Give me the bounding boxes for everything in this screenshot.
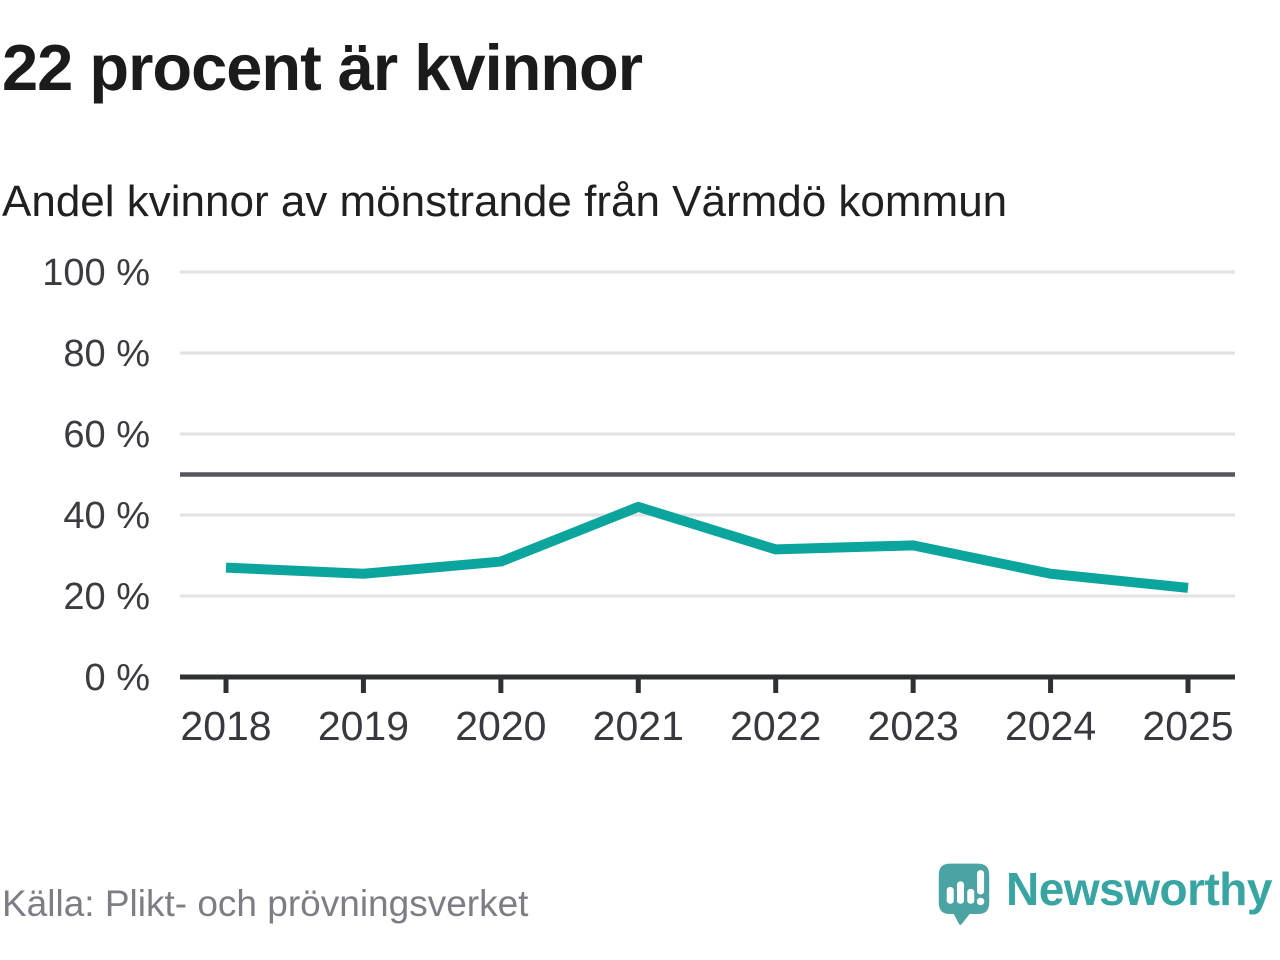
svg-text:2021: 2021 xyxy=(593,703,684,749)
svg-text:2024: 2024 xyxy=(1005,703,1096,749)
svg-text:40 %: 40 % xyxy=(63,495,150,537)
svg-text:2025: 2025 xyxy=(1142,703,1233,749)
svg-text:100 %: 100 % xyxy=(42,252,150,294)
gridlines xyxy=(180,270,1235,598)
logo-bar-3 xyxy=(967,888,975,904)
y-axis-labels: 0 % 20 % 40 % 60 % 80 % 100 % xyxy=(42,252,150,699)
svg-text:0 %: 0 % xyxy=(85,657,150,699)
svg-text:2023: 2023 xyxy=(868,703,959,749)
data-line-andel-kvinnor xyxy=(225,501,1189,593)
svg-text:2022: 2022 xyxy=(730,703,821,749)
svg-text:80 %: 80 % xyxy=(63,333,150,375)
svg-text:20 %: 20 % xyxy=(63,576,150,618)
logo-bar-2 xyxy=(957,880,965,904)
svg-text:2020: 2020 xyxy=(455,703,546,749)
source-text: Källa: Plikt- och prövningsverket xyxy=(2,883,529,924)
svg-text:2018: 2018 xyxy=(180,703,271,749)
x-axis-labels: 2018 2019 2020 2021 2022 2023 2024 2025 xyxy=(180,703,1233,749)
logo-exclamation-bar xyxy=(977,869,985,894)
newsworthy-logo-icon xyxy=(938,863,990,925)
chart-title: 22 procent är kvinnor xyxy=(2,31,643,104)
x-axis-ticks xyxy=(223,677,1191,693)
newsworthy-brand: Newsworthy xyxy=(936,858,1272,928)
svg-text:60 %: 60 % xyxy=(63,414,150,456)
logo-bar-1 xyxy=(946,886,954,904)
logo-exclamation-dot xyxy=(976,897,985,905)
newsworthy-brand-name: Newsworthy xyxy=(1006,863,1272,915)
chart-subtitle: Andel kvinnor av mönstrande från Värmdö … xyxy=(2,177,1008,226)
svg-text:2019: 2019 xyxy=(318,703,409,749)
